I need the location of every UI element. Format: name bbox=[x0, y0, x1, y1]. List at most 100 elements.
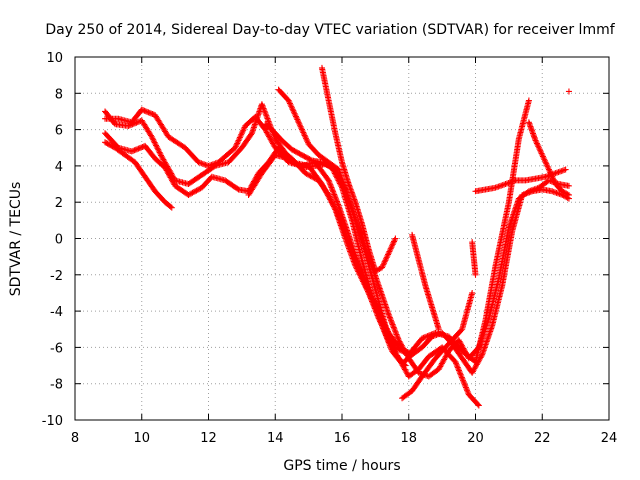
data-point bbox=[340, 225, 347, 232]
data-point bbox=[353, 258, 360, 265]
data-point bbox=[334, 176, 341, 183]
data-point bbox=[387, 315, 394, 322]
data-point bbox=[460, 378, 467, 385]
data-point bbox=[394, 334, 401, 341]
data-point bbox=[167, 203, 174, 210]
data-point bbox=[345, 237, 352, 244]
data-point bbox=[150, 136, 157, 143]
data-point bbox=[460, 377, 467, 384]
data-point bbox=[327, 183, 334, 190]
data-point bbox=[565, 182, 572, 189]
data-point bbox=[346, 240, 353, 247]
data-point bbox=[463, 385, 470, 392]
y-tick-label: 10 bbox=[46, 51, 63, 66]
series-track-10 bbox=[525, 119, 572, 198]
data-point bbox=[394, 332, 401, 339]
data-point bbox=[382, 331, 389, 338]
x-tick-label: 16 bbox=[334, 431, 351, 446]
data-point bbox=[389, 320, 396, 327]
data-point bbox=[344, 234, 351, 241]
data-point bbox=[359, 273, 366, 280]
data-point bbox=[330, 188, 337, 195]
data-point bbox=[525, 97, 532, 104]
data-point bbox=[386, 313, 393, 320]
data-point bbox=[387, 343, 394, 350]
data-point bbox=[334, 200, 341, 207]
data-point bbox=[458, 374, 465, 381]
data-point bbox=[464, 387, 471, 394]
data-point bbox=[351, 253, 358, 260]
data-point bbox=[345, 239, 352, 246]
data-point bbox=[469, 289, 476, 296]
data-point bbox=[384, 336, 391, 343]
data-point bbox=[349, 247, 356, 254]
data-point bbox=[457, 370, 464, 377]
data-point bbox=[151, 139, 158, 146]
data-point bbox=[261, 106, 268, 113]
data-point bbox=[356, 267, 363, 274]
data-point bbox=[456, 368, 463, 375]
data-point bbox=[339, 223, 346, 230]
data-point bbox=[347, 244, 354, 251]
x-tick-label: 10 bbox=[133, 431, 150, 446]
data-point bbox=[354, 260, 361, 267]
data-point bbox=[258, 101, 265, 108]
data-point bbox=[260, 105, 267, 112]
data-point bbox=[387, 317, 394, 324]
data-point bbox=[330, 190, 337, 197]
data-point bbox=[263, 112, 270, 119]
x-tick-label: 12 bbox=[200, 431, 217, 446]
data-point bbox=[262, 111, 269, 118]
data-point bbox=[478, 353, 485, 360]
data-point bbox=[263, 114, 270, 121]
series-track-4 bbox=[102, 139, 175, 211]
data-point bbox=[352, 256, 359, 263]
data-point bbox=[562, 166, 569, 173]
data-point bbox=[307, 156, 314, 163]
data-point bbox=[324, 176, 331, 183]
data-point bbox=[347, 243, 354, 250]
x-tick-label: 24 bbox=[601, 431, 618, 446]
data-point bbox=[248, 131, 255, 138]
data-point bbox=[336, 216, 343, 223]
data-point bbox=[458, 373, 465, 380]
data-point bbox=[464, 388, 471, 395]
data-point bbox=[564, 191, 571, 198]
series-track-8 bbox=[275, 86, 572, 380]
data-point bbox=[344, 236, 351, 243]
data-point bbox=[474, 401, 481, 408]
data-point bbox=[388, 318, 395, 325]
data-point bbox=[354, 261, 361, 268]
y-axis-label: SDTVAR / TECUs bbox=[8, 182, 24, 297]
data-point bbox=[331, 191, 338, 198]
data-point bbox=[355, 264, 362, 271]
data-point bbox=[385, 311, 392, 318]
data-point bbox=[358, 271, 365, 278]
data-point bbox=[346, 241, 353, 248]
data-point bbox=[328, 185, 335, 192]
data-point bbox=[336, 178, 343, 185]
x-tick-label: 18 bbox=[400, 431, 417, 446]
data-point bbox=[381, 328, 388, 335]
data-point bbox=[472, 271, 479, 278]
data-point bbox=[148, 133, 155, 140]
data-point bbox=[157, 150, 164, 157]
data-point bbox=[357, 268, 364, 275]
data-point bbox=[385, 339, 392, 346]
data-point bbox=[379, 322, 386, 329]
data-point bbox=[457, 371, 464, 378]
y-tick-label: -2 bbox=[50, 269, 63, 284]
data-point bbox=[326, 178, 333, 185]
data-point bbox=[355, 263, 362, 270]
data-point bbox=[335, 201, 342, 208]
data-point bbox=[332, 194, 339, 201]
data-point bbox=[329, 187, 336, 194]
data-point bbox=[565, 191, 572, 198]
y-tick-label: -8 bbox=[50, 378, 63, 393]
data-point bbox=[352, 257, 359, 264]
data-point bbox=[435, 326, 442, 333]
data-point bbox=[327, 181, 334, 188]
data-point bbox=[337, 219, 344, 226]
data-point bbox=[264, 115, 271, 122]
data-point bbox=[153, 142, 160, 149]
